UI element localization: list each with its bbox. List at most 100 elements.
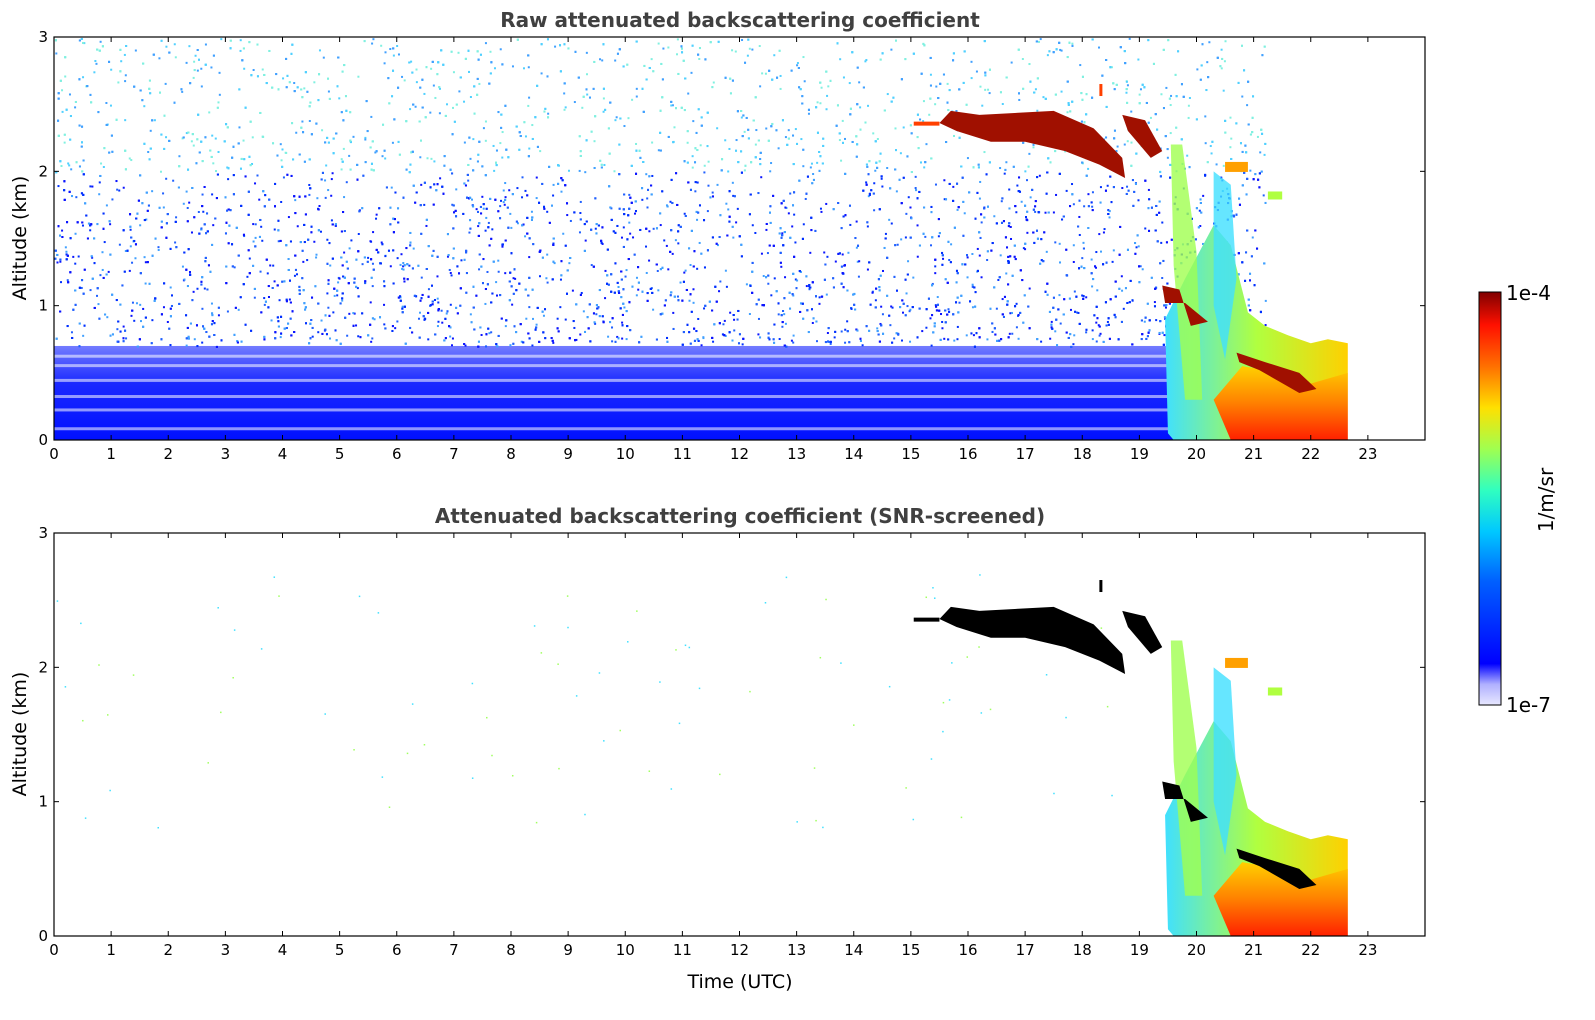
noise-pixel xyxy=(210,66,213,69)
noise-pixel xyxy=(1004,168,1007,171)
noise-pixel xyxy=(162,206,165,209)
noise-pixel xyxy=(81,224,84,227)
noise-pixel xyxy=(423,203,426,206)
noise-pixel xyxy=(624,275,627,278)
noise-pixel xyxy=(578,169,581,172)
noise-pixel xyxy=(1198,209,1201,212)
noise-pixel xyxy=(431,303,434,306)
noise-pixel xyxy=(944,278,947,281)
noise-pixel xyxy=(254,223,257,226)
noise-pixel xyxy=(266,272,269,275)
noise-pixel xyxy=(888,314,891,317)
noise-pixel xyxy=(573,101,576,104)
noise-pixel xyxy=(331,172,334,175)
noise-pixel xyxy=(285,298,288,301)
noise-pixel xyxy=(1116,145,1119,148)
noise-pixel xyxy=(816,101,819,104)
noise-pixel xyxy=(759,85,762,88)
noise-pixel xyxy=(985,173,988,176)
noise-pixel xyxy=(211,243,214,246)
noise-pixel xyxy=(86,237,89,240)
noise-pixel xyxy=(1098,325,1101,328)
noise-pixel xyxy=(333,294,336,297)
noise-pixel xyxy=(317,331,320,334)
noise-pixel xyxy=(745,116,748,119)
noise-pixel xyxy=(1015,302,1018,305)
noise-pixel xyxy=(477,225,480,228)
noise-pixel xyxy=(893,337,896,340)
noise-pixel xyxy=(61,110,64,113)
noise-pixel xyxy=(861,344,864,347)
noise-pixel xyxy=(818,302,821,305)
noise-pixel xyxy=(89,185,92,188)
noise-pixel xyxy=(639,228,642,231)
noise-pixel xyxy=(301,277,304,280)
noise-pixel xyxy=(1010,61,1013,64)
noise-pixel xyxy=(178,155,181,158)
noise-pixel xyxy=(1095,251,1098,254)
noise-pixel xyxy=(387,249,390,252)
noise-pixel xyxy=(1015,211,1018,214)
noise-pixel xyxy=(242,139,245,142)
noise-pixel xyxy=(246,275,249,278)
noise-pixel xyxy=(102,165,105,168)
noise-pixel xyxy=(829,342,832,345)
noise-pixel xyxy=(1155,319,1158,322)
noise-pixel xyxy=(866,221,869,224)
noise-pixel xyxy=(185,314,188,317)
noise-pixel xyxy=(267,296,270,299)
noise-pixel xyxy=(1081,257,1084,260)
noise-pixel xyxy=(943,179,946,182)
noise-pixel xyxy=(725,285,728,288)
noise-pixel xyxy=(1045,192,1048,195)
noise-pixel xyxy=(1121,187,1124,190)
noise-pixel xyxy=(524,189,527,192)
noise-pixel xyxy=(484,42,487,45)
noise-pixel xyxy=(313,81,316,84)
noise-pixel xyxy=(1082,241,1085,244)
noise-pixel xyxy=(692,265,695,268)
noise-pixel xyxy=(1099,186,1102,189)
noise-pixel xyxy=(111,333,114,336)
noise-pixel xyxy=(1032,146,1035,149)
noise-pixel xyxy=(552,341,555,344)
noise-pixel xyxy=(882,269,885,272)
noise-pixel xyxy=(1249,272,1252,275)
noise-pixel xyxy=(914,175,917,178)
noise-pixel xyxy=(778,338,781,341)
noise-pixel xyxy=(950,243,953,246)
noise-pixel xyxy=(148,79,151,82)
noise-pixel xyxy=(471,204,474,207)
noise-pixel xyxy=(147,151,150,154)
noise-pixel xyxy=(449,335,452,338)
noise-pixel xyxy=(78,165,81,168)
noise-pixel xyxy=(902,311,905,314)
noise-pixel xyxy=(327,141,330,144)
noise-pixel xyxy=(402,268,405,271)
noise-pixel xyxy=(187,337,190,340)
noise-pixel xyxy=(484,229,487,232)
noise-pixel xyxy=(77,255,80,258)
noise-pixel xyxy=(691,155,694,158)
noise-pixel xyxy=(212,54,215,57)
noise-pixel xyxy=(958,301,961,304)
noise-pixel xyxy=(405,168,408,171)
noise-pixel xyxy=(522,223,525,226)
noise-pixel xyxy=(344,95,347,98)
noise-pixel xyxy=(382,123,385,126)
noise-pixel xyxy=(144,282,147,285)
noise-pixel xyxy=(57,185,60,188)
noise-pixel xyxy=(732,194,735,197)
noise-pixel xyxy=(349,111,352,114)
noise-pixel xyxy=(1011,332,1014,335)
noise-pixel xyxy=(937,235,940,238)
noise-pixel xyxy=(175,216,178,219)
noise-pixel xyxy=(216,106,219,109)
noise-pixel xyxy=(652,227,655,230)
noise-pixel xyxy=(391,325,394,328)
noise-pixel xyxy=(1204,142,1207,145)
noise-pixel xyxy=(703,164,706,167)
noise-pixel xyxy=(690,71,693,74)
noise-pixel xyxy=(868,329,871,332)
noise-pixel xyxy=(876,137,879,140)
